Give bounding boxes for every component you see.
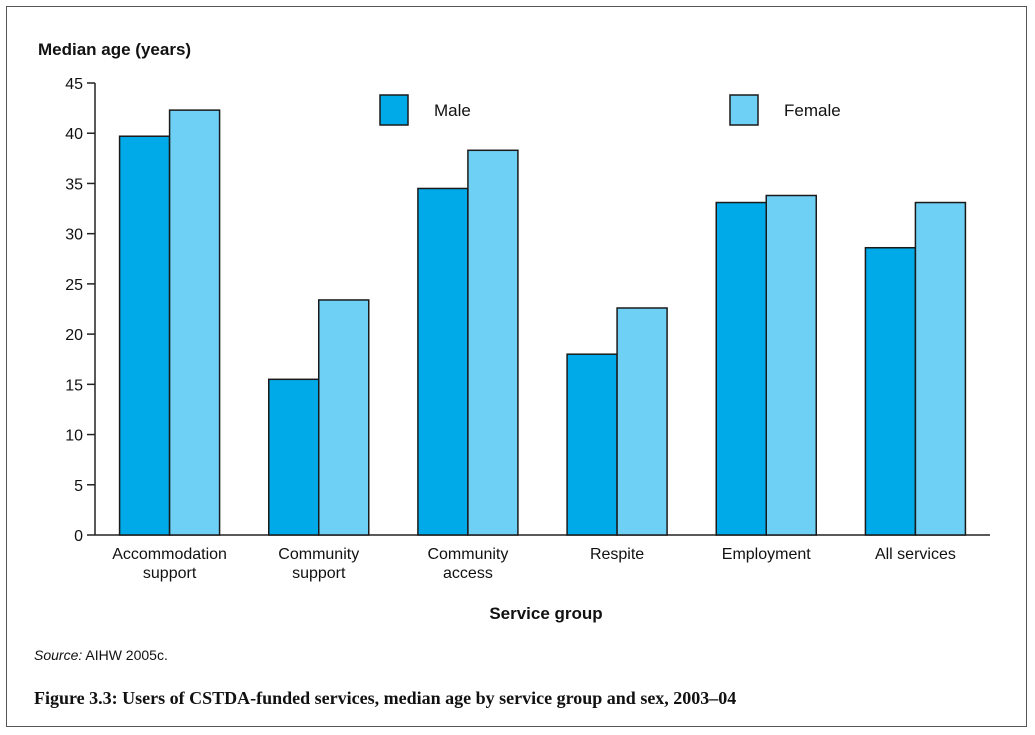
bar-female: [765, 194, 817, 536]
source-note: Source: AIHW 2005c.: [34, 647, 168, 663]
bar-female: [616, 307, 668, 536]
x-axis-label: Service group: [489, 604, 602, 623]
x-tick-label-line: support: [292, 565, 346, 582]
bar-male: [417, 187, 469, 536]
y-tick-label: 15: [65, 377, 83, 394]
source-text: AIHW 2005c.: [82, 647, 168, 663]
y-tick-label: 5: [74, 478, 83, 495]
figure-caption: Figure 3.3: Users of CSTDA-funded servic…: [34, 688, 737, 708]
x-tick-label: All services: [875, 546, 956, 563]
y-tick-label: 40: [65, 126, 83, 143]
bar-chart: Median age (years) Service group 0 5 10 15 2…: [38, 40, 990, 623]
x-tick-label: Respite: [590, 546, 644, 563]
legend-swatch-female: [729, 94, 759, 126]
y-tick-label: 20: [65, 327, 83, 344]
figure-frame: [6, 6, 1027, 727]
x-tick-label-line: All services: [875, 546, 956, 563]
y-tick-label: 30: [65, 227, 83, 244]
legend-label-female: Female: [784, 101, 841, 120]
x-tick-label: Accommodation support: [112, 546, 227, 582]
y-tick-label: 0: [74, 528, 83, 545]
x-tick-label: Community support: [278, 546, 359, 582]
x-tick-label-line: Community: [278, 546, 359, 563]
x-tick-label-line: access: [443, 565, 493, 582]
y-tick-label: 45: [65, 76, 83, 93]
x-tick-label-line: support: [143, 565, 197, 582]
bar-male: [268, 378, 320, 536]
bar-male: [864, 246, 917, 536]
x-tick-label-line: Accommodation: [112, 546, 227, 563]
x-tick-label: Employment: [722, 546, 811, 563]
x-tick-label-line: Community: [427, 546, 508, 563]
x-tick-label-line: Employment: [722, 546, 811, 563]
y-tick-label: 10: [65, 428, 83, 445]
x-tick-label: Community access: [427, 546, 508, 582]
x-tick-label-line: Respite: [590, 546, 644, 563]
bar-female: [318, 299, 370, 536]
bar-female: [914, 201, 967, 536]
legend-swatch-male: [379, 94, 409, 126]
y-tick-label: 35: [65, 176, 83, 193]
bar-male: [566, 353, 618, 536]
bar-male: [118, 135, 171, 536]
y-axis-label: Median age (years): [38, 40, 191, 59]
bar-female: [467, 149, 519, 536]
bar-female: [168, 109, 221, 536]
bar-male: [715, 201, 767, 536]
legend-label-male: Male: [434, 101, 471, 120]
y-tick-label: 25: [65, 277, 83, 294]
source-label: Source:: [34, 647, 83, 663]
